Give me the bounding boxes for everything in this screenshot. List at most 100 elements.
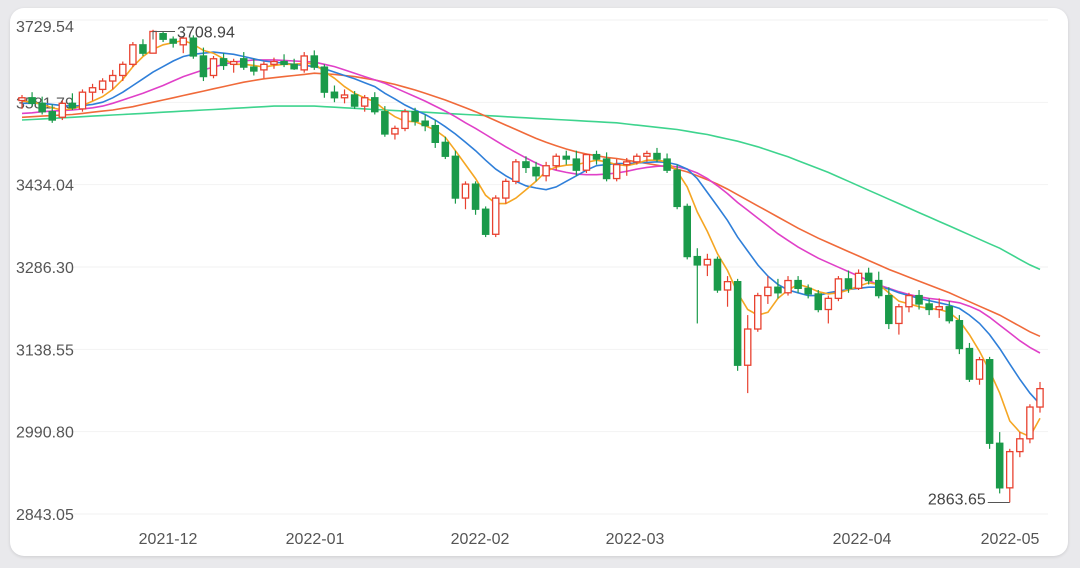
candle bbox=[129, 42, 137, 68]
ma60-line bbox=[21, 105, 1041, 271]
candle-body bbox=[108, 74, 117, 82]
candle bbox=[98, 78, 107, 94]
candle bbox=[471, 181, 480, 215]
candle bbox=[643, 150, 651, 162]
candle-body bbox=[723, 281, 732, 291]
candle bbox=[975, 356, 984, 385]
candle bbox=[764, 276, 772, 304]
candle-body bbox=[88, 87, 97, 93]
candle bbox=[885, 287, 893, 330]
candle-body bbox=[885, 294, 893, 325]
candle bbox=[350, 91, 359, 109]
candle-body bbox=[270, 60, 278, 65]
candle-body bbox=[764, 286, 772, 297]
x-tick-label: 2022-03 bbox=[606, 531, 665, 548]
candle-body bbox=[743, 328, 752, 366]
candle-body bbox=[391, 127, 399, 135]
candle bbox=[562, 150, 571, 165]
candle-body bbox=[663, 158, 671, 171]
candle bbox=[733, 278, 742, 371]
candle-body bbox=[622, 161, 631, 166]
candle bbox=[874, 271, 883, 299]
candle bbox=[411, 107, 419, 126]
candle-body bbox=[854, 272, 863, 289]
candle-body bbox=[955, 320, 964, 350]
candle-body bbox=[169, 38, 177, 44]
candle-body bbox=[754, 294, 762, 330]
candle bbox=[612, 159, 621, 182]
candle bbox=[814, 290, 823, 313]
ma30-line bbox=[21, 72, 1041, 338]
candle-body bbox=[693, 255, 702, 266]
candle-body bbox=[139, 44, 147, 54]
candle-body bbox=[784, 279, 792, 294]
candle bbox=[421, 114, 429, 132]
candle-body bbox=[653, 152, 661, 160]
candle bbox=[965, 342, 974, 382]
candle bbox=[844, 270, 853, 293]
candle bbox=[512, 159, 520, 185]
candle-body bbox=[1005, 450, 1014, 489]
candle-body bbox=[995, 442, 1004, 489]
candle bbox=[945, 301, 954, 324]
candle-body bbox=[229, 60, 238, 65]
candle bbox=[239, 52, 248, 70]
candle bbox=[209, 55, 218, 79]
candle bbox=[330, 85, 339, 103]
candle-body bbox=[461, 183, 470, 199]
candle-body bbox=[602, 158, 611, 180]
candle bbox=[1005, 448, 1014, 503]
y-tick-label: 2990.80 bbox=[16, 425, 74, 442]
candle-body bbox=[1026, 406, 1034, 440]
candle bbox=[491, 195, 500, 238]
candle-body bbox=[905, 294, 913, 308]
candle bbox=[774, 278, 782, 299]
ma10-line bbox=[22, 51, 1041, 405]
candle-body bbox=[895, 306, 903, 325]
candle bbox=[804, 284, 812, 299]
candle bbox=[552, 153, 560, 171]
candle-body bbox=[673, 169, 681, 208]
candle bbox=[381, 106, 389, 137]
candle-body bbox=[209, 58, 218, 77]
candle-body bbox=[189, 37, 198, 57]
candle bbox=[743, 315, 752, 394]
candle bbox=[683, 203, 692, 260]
candle-body bbox=[572, 158, 581, 171]
candle bbox=[38, 96, 46, 115]
y-tick-label: 3434.04 bbox=[16, 178, 74, 195]
candle bbox=[139, 39, 147, 56]
candle bbox=[360, 94, 369, 112]
candle-body bbox=[774, 286, 782, 294]
candle-body bbox=[18, 97, 26, 102]
y-tick-label: 3729.54 bbox=[16, 19, 74, 36]
candle-body bbox=[915, 294, 923, 305]
candle-body bbox=[633, 155, 641, 163]
candle bbox=[179, 36, 188, 54]
candle-body bbox=[935, 306, 943, 311]
candle-body bbox=[411, 111, 419, 122]
candle bbox=[663, 153, 671, 173]
candle bbox=[18, 94, 26, 109]
y-tick-label: 2843.05 bbox=[16, 507, 74, 524]
candle bbox=[119, 61, 127, 82]
candle-body bbox=[239, 58, 248, 68]
x-tick-label: 2022-01 bbox=[286, 531, 345, 548]
candle-body bbox=[330, 91, 339, 99]
candle bbox=[754, 292, 762, 332]
candle bbox=[290, 58, 298, 70]
candle bbox=[1016, 432, 1024, 458]
candle bbox=[864, 267, 873, 285]
candle bbox=[270, 57, 278, 69]
candle bbox=[925, 298, 933, 316]
candle-body bbox=[844, 278, 853, 289]
candle bbox=[633, 153, 641, 165]
candle bbox=[854, 269, 863, 291]
candle-body bbox=[733, 281, 742, 366]
candle bbox=[370, 92, 379, 115]
candle-body bbox=[1036, 387, 1044, 408]
candle bbox=[572, 150, 581, 176]
candle-body bbox=[864, 272, 873, 282]
high-marker-line bbox=[152, 30, 176, 40]
x-tick-label: 2022-05 bbox=[981, 531, 1040, 548]
